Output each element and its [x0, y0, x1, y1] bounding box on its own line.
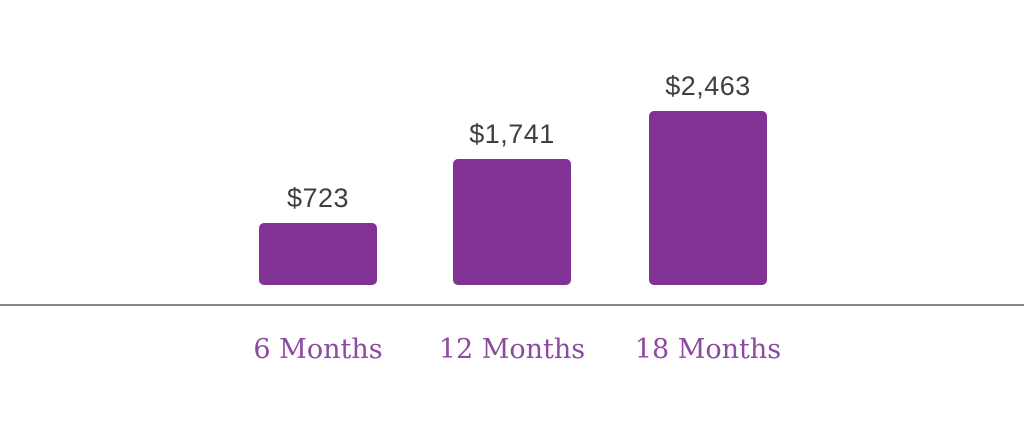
bar-group-18-months: $2,463: [628, 71, 788, 285]
category-label: 6 Months: [253, 334, 383, 365]
bar-group-6-months: $723: [238, 183, 398, 285]
value-label: $723: [286, 182, 350, 213]
category-label: 12 Months: [438, 334, 586, 365]
category-label: 18 Months: [634, 334, 782, 365]
bar: [453, 159, 571, 285]
bar-group-12-months: $1,741: [432, 119, 592, 285]
value-label: $2,463: [665, 70, 751, 101]
bar: [649, 111, 767, 285]
x-axis-line: [0, 304, 1024, 306]
bar: [259, 223, 377, 285]
value-label: $1,741: [469, 118, 555, 149]
